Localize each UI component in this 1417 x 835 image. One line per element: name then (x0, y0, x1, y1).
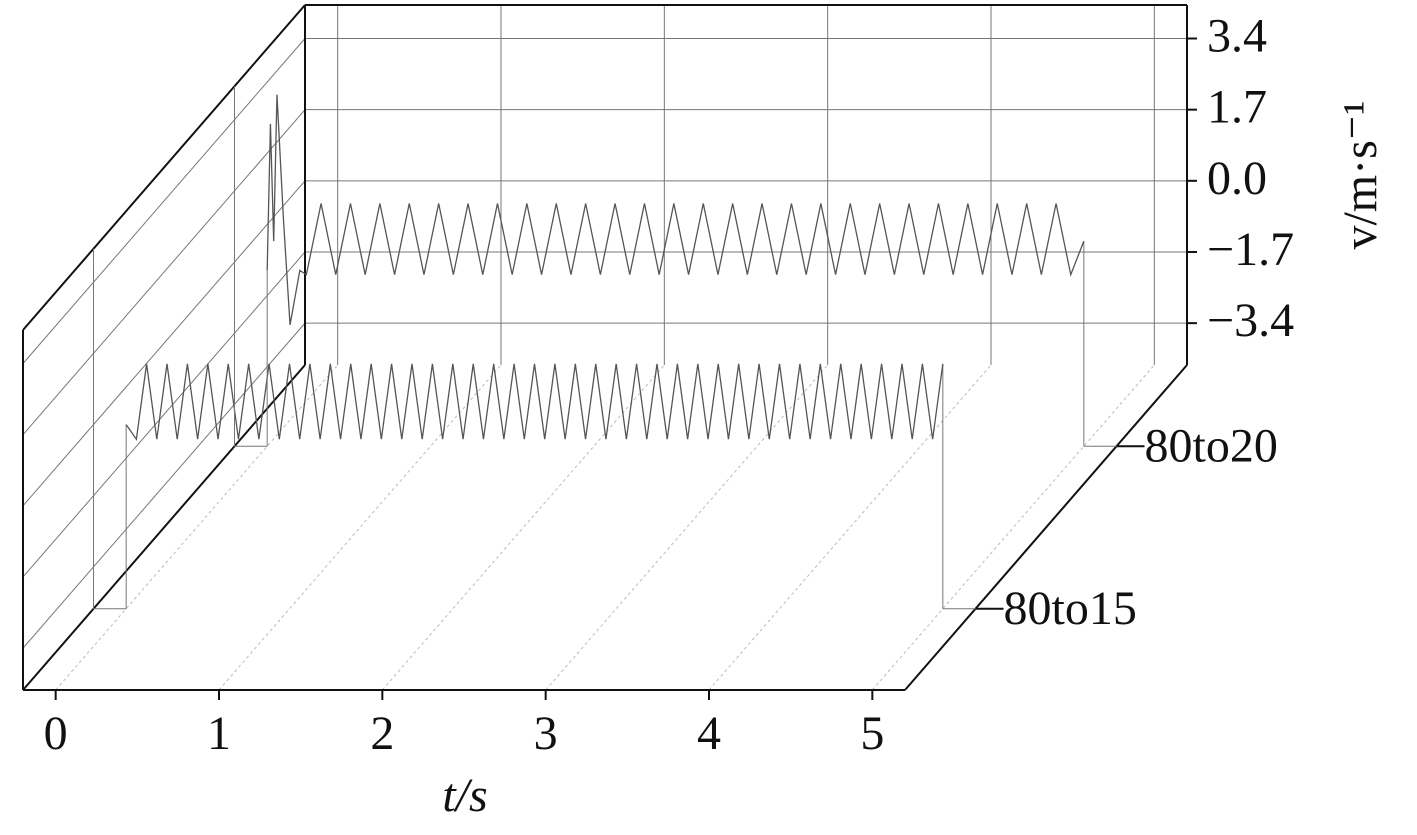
axis-frame (22, 364, 306, 691)
side-grid-line (22, 109, 306, 435)
depth-tick-label: 80to15 (1004, 582, 1137, 635)
x-tick-label: 5 (860, 707, 884, 760)
floor-grid-line (545, 364, 829, 691)
axis-frame (22, 4, 306, 331)
floor-grid-line (871, 364, 1155, 691)
floor-grid-line (55, 364, 339, 691)
x-axis-label: t/s (442, 769, 487, 822)
series-line (125, 363, 944, 441)
floor-grid-line (381, 364, 665, 691)
depth-tick-label: 80to20 (1145, 419, 1278, 472)
y-tick-label: 1.7 (1207, 81, 1267, 134)
x-tick-label: 2 (370, 707, 394, 760)
series-line (266, 94, 1085, 325)
side-grid-line (22, 322, 306, 649)
side-grid-line (22, 251, 306, 578)
x-tick-label: 1 (207, 707, 231, 760)
x-tick-label: 0 (44, 707, 68, 760)
side-grid-line (22, 38, 306, 364)
y-tick-label: −3.4 (1207, 294, 1294, 347)
side-grid-line (22, 180, 306, 507)
y-tick-label: 0.0 (1207, 152, 1267, 205)
x-tick-label: 4 (697, 707, 721, 760)
axis-frame (904, 364, 1188, 691)
y-tick-label: −1.7 (1207, 223, 1294, 276)
floor-grid-line (708, 364, 992, 691)
y-axis-label: v/m·s⁻¹ (1334, 100, 1387, 249)
floor-grid-line (218, 364, 502, 691)
x-tick-label: 3 (534, 707, 558, 760)
y-tick-label: 3.4 (1207, 10, 1267, 63)
